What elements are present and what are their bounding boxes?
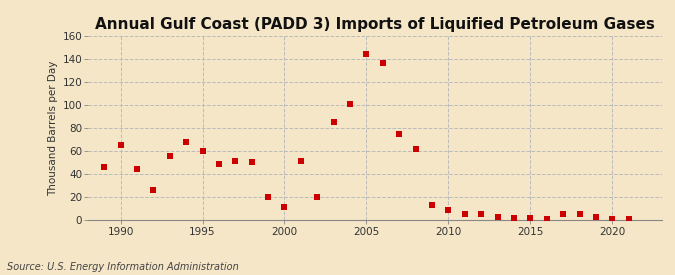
- Point: [115, 143, 126, 147]
- Point: [246, 160, 257, 165]
- Point: [312, 195, 323, 199]
- Point: [263, 195, 273, 199]
- Point: [361, 52, 372, 56]
- Point: [574, 212, 585, 216]
- Point: [460, 212, 470, 216]
- Point: [525, 216, 536, 220]
- Point: [328, 120, 339, 124]
- Point: [476, 212, 487, 216]
- Point: [230, 159, 241, 163]
- Point: [345, 101, 356, 106]
- Point: [164, 153, 175, 158]
- Point: [377, 61, 388, 65]
- Y-axis label: Thousand Barrels per Day: Thousand Barrels per Day: [49, 60, 58, 196]
- Point: [99, 165, 109, 169]
- Point: [213, 161, 224, 166]
- Title: Annual Gulf Coast (PADD 3) Imports of Liquified Petroleum Gases: Annual Gulf Coast (PADD 3) Imports of Li…: [95, 17, 655, 32]
- Point: [394, 131, 404, 136]
- Point: [558, 212, 568, 216]
- Point: [132, 167, 142, 172]
- Point: [492, 214, 503, 219]
- Point: [279, 205, 290, 210]
- Point: [623, 217, 634, 221]
- Text: Source: U.S. Energy Information Administration: Source: U.S. Energy Information Administ…: [7, 262, 238, 272]
- Point: [427, 203, 437, 207]
- Point: [148, 188, 159, 192]
- Point: [607, 217, 618, 221]
- Point: [591, 214, 601, 219]
- Point: [197, 149, 208, 153]
- Point: [443, 207, 454, 212]
- Point: [541, 217, 552, 221]
- Point: [296, 159, 306, 163]
- Point: [410, 146, 421, 151]
- Point: [508, 216, 519, 220]
- Point: [181, 139, 192, 144]
